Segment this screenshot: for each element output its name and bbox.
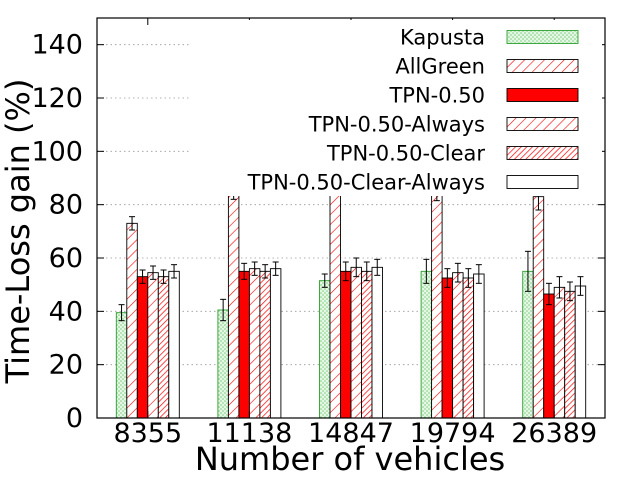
legend-background [190, 20, 602, 196]
bar-0-3 [420, 270, 433, 419]
bar-0-2 [319, 280, 331, 419]
bar-3-0 [147, 272, 159, 419]
bar-1-3 [431, 189, 443, 419]
bar-2-0 [136, 276, 149, 419]
bar-3-1 [248, 268, 261, 419]
x-tick-label: 11138 [206, 418, 292, 449]
bar-0-1 [217, 309, 229, 419]
bar-3-2 [350, 266, 362, 419]
bar-3-3 [452, 272, 464, 419]
bar-4-4 [564, 290, 576, 419]
x-axis-title: Number of vehicles [195, 440, 505, 478]
legend-swatch-1 [506, 59, 579, 73]
y-tick-label: 60 [49, 243, 83, 274]
bar-1-4 [532, 196, 545, 419]
legend-label: AllGreen [395, 55, 485, 79]
legend-swatch-2 [506, 88, 579, 102]
bar-4-2 [361, 270, 373, 419]
bar-5-1 [269, 268, 282, 419]
bar-2-4 [543, 293, 555, 419]
bar-1-2 [329, 182, 341, 419]
bar-2-2 [340, 270, 352, 419]
legend-swatch-4 [506, 146, 579, 160]
bar-5-0 [168, 270, 180, 419]
y-tick-label: 0 [66, 403, 83, 434]
bars-layer [115, 174, 587, 419]
bar-5-2 [371, 266, 383, 419]
y-tick-label: 80 [49, 190, 83, 221]
x-tick-label: 26389 [511, 418, 597, 449]
bar-0-0 [115, 312, 128, 419]
legend-label: TPN-0.50 [388, 84, 485, 108]
x-tick-label: 19794 [410, 418, 496, 449]
y-axis-title: Time-Loss gain (%) [0, 79, 37, 385]
bar-1-0 [126, 222, 138, 419]
bar-5-3 [473, 273, 485, 419]
y-tick-label: 140 [31, 30, 83, 61]
y-tick-label: 120 [31, 83, 83, 114]
bar-4-0 [157, 276, 170, 419]
bar-5-4 [574, 285, 587, 419]
legend-swatch-0 [506, 30, 579, 44]
bar-4-3 [462, 277, 475, 419]
legend-label: TPN-0.50-Always [308, 113, 485, 137]
y-tick-label: 40 [49, 296, 83, 327]
x-tick-label: 14847 [308, 418, 394, 449]
legend-label: Kapusta [400, 26, 485, 50]
bar-3-4 [553, 286, 566, 419]
legend: Kapusta AllGreen TPN-0.50 TPN-0.50-Always TP… [190, 20, 602, 196]
legend-label: TPN-0.50-Clear-Always [247, 171, 485, 195]
bar-2-3 [441, 277, 454, 419]
axes-layer: 0 20 40 60 80 100 120 140 8355 11138 14847 19794 263… [31, 18, 605, 449]
bar-0-4 [522, 270, 534, 419]
y-tick-label: 100 [31, 136, 83, 167]
legend-swatch-5 [506, 175, 579, 189]
bar-4-1 [259, 270, 271, 419]
legend-label: TPN-0.50-Clear [326, 142, 485, 166]
bar-1-1 [227, 190, 240, 419]
bar-2-1 [238, 270, 250, 419]
y-tick-label: 20 [49, 350, 83, 381]
legend-swatch-3 [506, 117, 579, 131]
x-tick-label: 8355 [113, 418, 182, 449]
